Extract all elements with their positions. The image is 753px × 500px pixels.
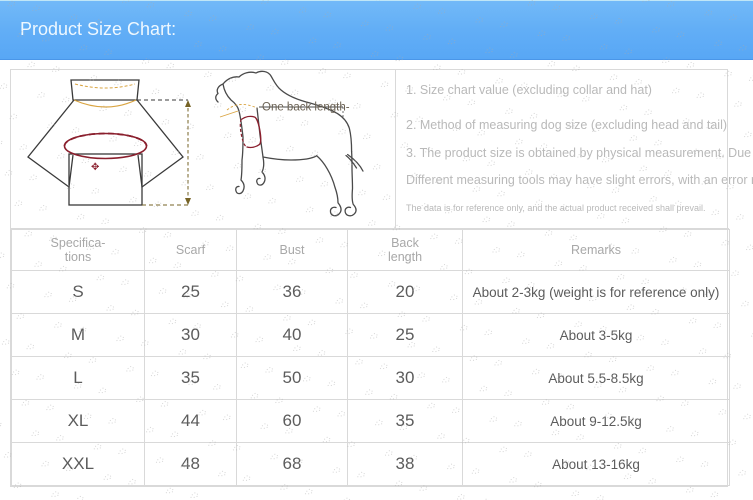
svg-text:One back length-: One back length-: [262, 102, 350, 114]
